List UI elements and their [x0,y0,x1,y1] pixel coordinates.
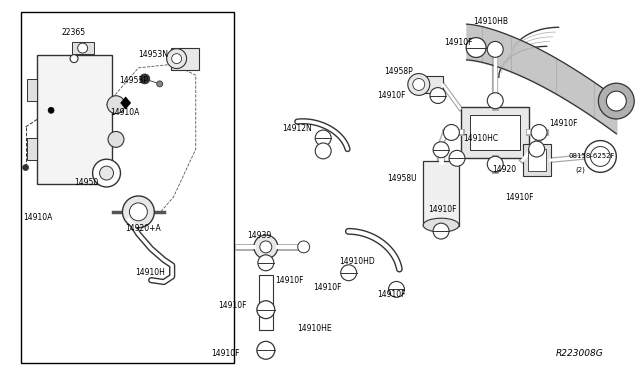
Text: 14958U: 14958U [387,174,417,183]
FancyBboxPatch shape [470,115,520,150]
FancyBboxPatch shape [528,149,546,171]
Circle shape [413,78,425,90]
Circle shape [108,131,124,147]
FancyBboxPatch shape [523,144,550,176]
Text: 14910F: 14910F [275,276,304,285]
Text: 14910HD: 14910HD [339,257,375,266]
Circle shape [388,282,404,297]
Text: R223008G: R223008G [556,350,604,359]
Circle shape [129,203,147,221]
Circle shape [166,49,187,68]
Text: 14910H: 14910H [135,268,165,277]
Circle shape [257,341,275,359]
Circle shape [408,74,429,95]
Circle shape [487,93,503,109]
Text: 14920+A: 14920+A [125,224,161,233]
Text: 14953P: 14953P [119,76,148,85]
Text: 14953N: 14953N [138,51,168,60]
Circle shape [531,125,547,140]
Circle shape [257,301,275,319]
Circle shape [340,265,356,281]
Circle shape [107,96,125,113]
FancyBboxPatch shape [259,275,273,330]
Circle shape [449,150,465,166]
FancyBboxPatch shape [423,161,459,226]
FancyBboxPatch shape [461,107,529,158]
FancyBboxPatch shape [28,79,37,101]
Circle shape [433,223,449,239]
Ellipse shape [423,218,459,232]
Text: 22365: 22365 [62,28,86,37]
Circle shape [529,141,545,157]
Circle shape [258,255,274,271]
Circle shape [606,91,627,111]
Circle shape [93,159,120,187]
Text: 14910F: 14910F [428,205,457,215]
Circle shape [100,166,113,180]
Text: 14910F: 14910F [505,193,533,202]
Text: 14910A: 14910A [109,108,139,117]
Circle shape [487,156,503,172]
Circle shape [172,54,182,64]
Text: 14910F: 14910F [549,119,578,128]
Text: 14910F: 14910F [218,301,246,311]
Text: 14910F: 14910F [444,38,473,46]
Text: 14910F: 14910F [378,291,406,299]
Circle shape [316,143,331,159]
Circle shape [466,38,486,57]
Circle shape [487,41,503,57]
Circle shape [70,55,78,62]
Text: 08158-6252F: 08158-6252F [568,154,615,160]
Circle shape [260,241,272,253]
Circle shape [22,164,29,170]
Text: 14910F: 14910F [314,283,342,292]
Text: 14939: 14939 [246,231,271,240]
Bar [20,13,234,363]
Circle shape [316,130,331,146]
Circle shape [254,235,278,259]
Circle shape [444,125,460,140]
Circle shape [298,241,310,253]
Text: 14958P: 14958P [384,67,412,76]
FancyBboxPatch shape [171,48,198,70]
Circle shape [77,43,88,53]
Circle shape [48,108,54,113]
Text: 14950: 14950 [75,178,99,187]
FancyBboxPatch shape [37,55,112,184]
FancyBboxPatch shape [28,138,37,160]
Text: (2): (2) [575,166,585,173]
Circle shape [598,83,634,119]
Text: 14910A: 14910A [24,213,53,222]
Text: 14910F: 14910F [212,350,240,359]
Circle shape [122,196,154,228]
Circle shape [433,142,449,158]
Circle shape [157,81,163,87]
Text: 14910HE: 14910HE [298,324,332,333]
Text: 14910HC: 14910HC [463,134,499,142]
Text: 14912N: 14912N [282,124,312,133]
Circle shape [584,141,616,172]
Text: 14910HB: 14910HB [473,17,508,26]
Circle shape [591,147,611,166]
Circle shape [140,74,150,84]
FancyBboxPatch shape [72,42,93,54]
Polygon shape [121,97,131,109]
Text: 14920: 14920 [492,165,516,174]
FancyBboxPatch shape [419,76,443,93]
Text: 14910F: 14910F [378,91,406,100]
Circle shape [430,87,446,103]
